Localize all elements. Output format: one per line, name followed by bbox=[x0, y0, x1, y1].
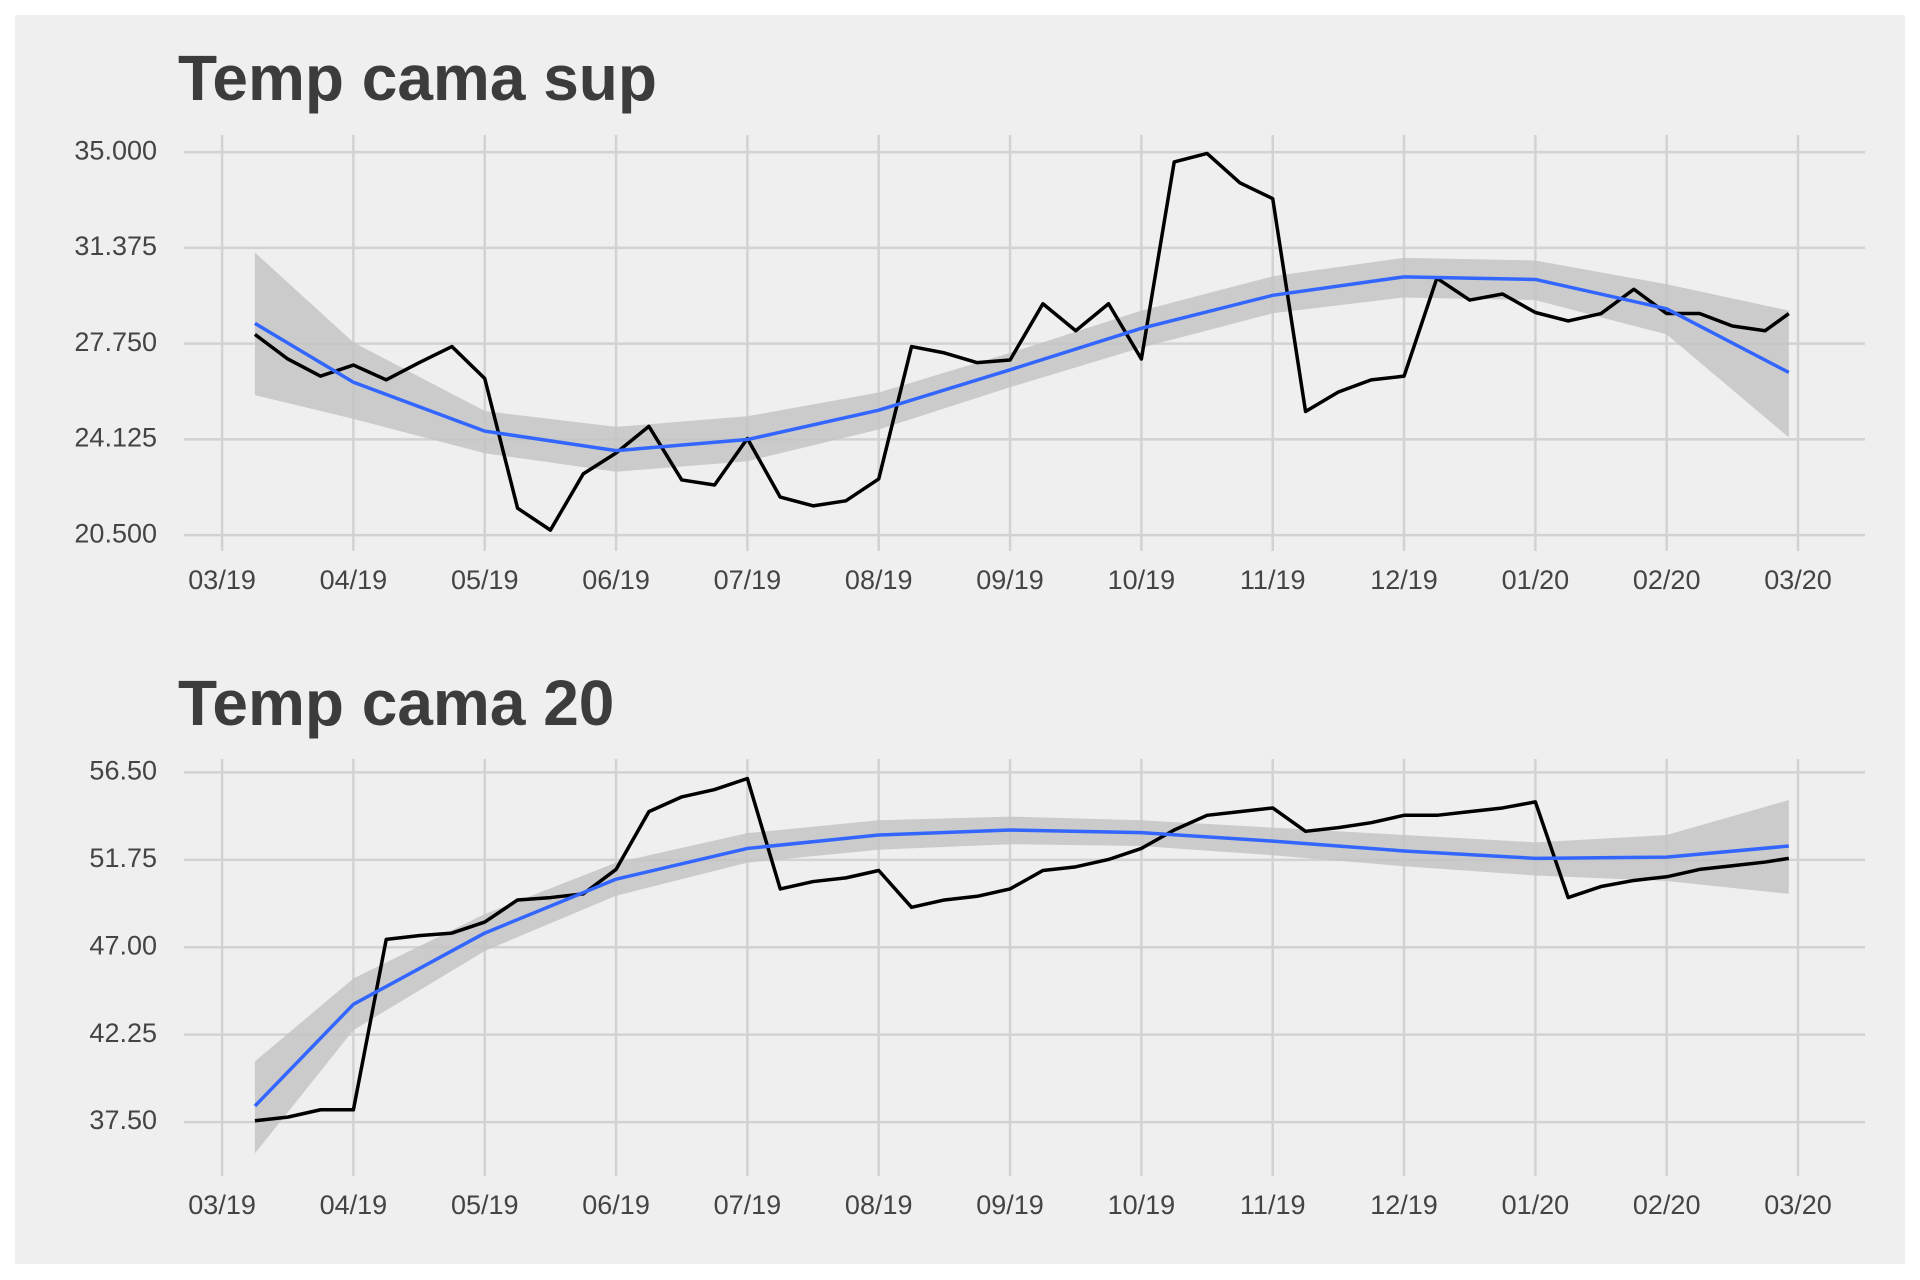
x-tick-label: 06/19 bbox=[582, 1190, 650, 1220]
y-tick-label: 31.375 bbox=[74, 231, 157, 261]
data-line bbox=[253, 151, 1790, 532]
panels: Temp cama sup 35.000 31.375 27.750 24.125 20.… bbox=[74, 42, 1865, 1220]
x-tick-label: 04/19 bbox=[320, 1190, 388, 1220]
y-tick-label: 24.125 bbox=[74, 423, 157, 453]
y-tick-label: 56.50 bbox=[89, 756, 157, 786]
x-tick-label: 09/19 bbox=[976, 1190, 1044, 1220]
data-line bbox=[254, 776, 1790, 1123]
x-tick-label: 05/19 bbox=[451, 565, 519, 595]
x-tick-label: 07/19 bbox=[714, 565, 782, 595]
confidence-band bbox=[254, 800, 1789, 1154]
y-tick-label: 42.25 bbox=[89, 1018, 157, 1048]
x-tick-label: 11/19 bbox=[1240, 565, 1306, 595]
x-tick-label: 03/20 bbox=[1764, 565, 1832, 595]
y-tick-label: 27.750 bbox=[74, 327, 157, 357]
x-tick-label: 09/19 bbox=[976, 565, 1044, 595]
x-tick-label: 03/20 bbox=[1764, 1190, 1832, 1220]
x-tick-label: 08/19 bbox=[845, 1190, 913, 1220]
panel-title: Temp cama sup bbox=[178, 42, 657, 114]
x-tick-label: 01/20 bbox=[1502, 1190, 1570, 1220]
y-tick-label: 51.75 bbox=[89, 843, 157, 873]
smooth-line bbox=[254, 275, 1790, 453]
smooth-line bbox=[253, 828, 1789, 1108]
x-tick-label: 07/19 bbox=[714, 1190, 782, 1220]
x-tick-label: 04/19 bbox=[320, 565, 388, 595]
x-tick-label: 06/19 bbox=[582, 565, 650, 595]
y-tick-label: 20.500 bbox=[74, 518, 157, 548]
x-tick-label: 02/20 bbox=[1633, 1190, 1701, 1220]
x-tick-label: 05/19 bbox=[451, 1190, 519, 1220]
x-tick-label: 12/19 bbox=[1370, 1190, 1438, 1220]
x-tick-label: 10/19 bbox=[1108, 1190, 1176, 1220]
panel-title: Temp cama 20 bbox=[178, 667, 614, 739]
x-tick-label: 01/20 bbox=[1502, 565, 1570, 595]
x-tick-label: 12/19 bbox=[1370, 565, 1438, 595]
confidence-band bbox=[254, 252, 1789, 472]
x-tick-label: 03/19 bbox=[188, 1190, 256, 1220]
x-tick-label: 11/19 bbox=[1240, 1190, 1306, 1220]
x-tick-label: 02/20 bbox=[1633, 565, 1701, 595]
x-tick-label: 08/19 bbox=[845, 565, 913, 595]
x-tick-label: 03/19 bbox=[188, 565, 256, 595]
x-tick-label: 10/19 bbox=[1108, 565, 1176, 595]
y-tick-label: 47.00 bbox=[89, 930, 157, 960]
y-tick-label: 37.50 bbox=[89, 1105, 157, 1135]
y-tick-label: 35.000 bbox=[74, 135, 157, 165]
